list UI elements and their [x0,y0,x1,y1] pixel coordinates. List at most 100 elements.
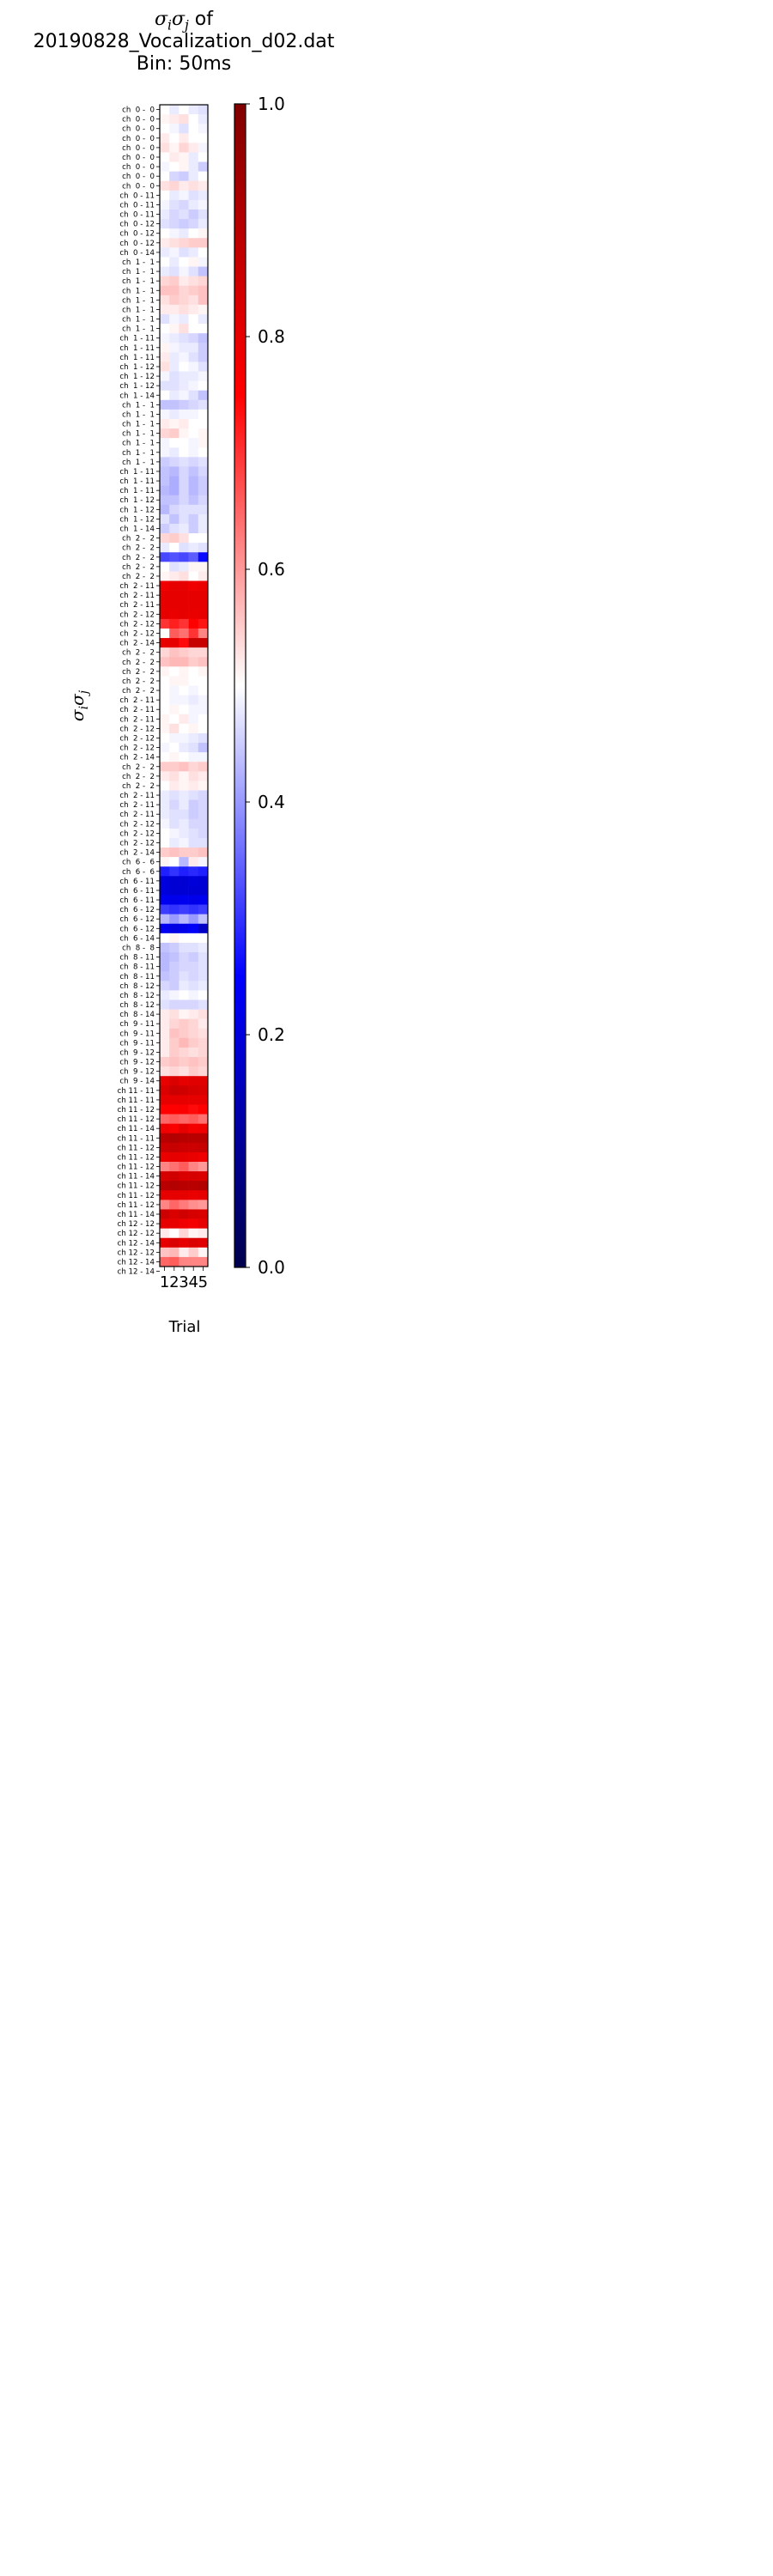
heatmap-cell [169,476,180,486]
y-tick-label: ch 2 - 12 [119,725,155,733]
heatmap-cell [169,695,180,705]
y-tick-label: ch 8 - 11 [119,973,155,981]
heatmap-cell [198,1218,209,1229]
heatmap-cell [198,1028,209,1039]
heatmap-cell [160,152,170,162]
heatmap-cell [169,1209,180,1219]
heatmap-cell [198,533,209,544]
heatmap-cell [160,533,170,544]
heatmap-cell [188,1237,199,1249]
heatmap-cell [179,1228,189,1239]
heatmap-cell [179,352,189,362]
heatmap-cell [188,828,199,839]
heatmap-cell [188,438,199,448]
heatmap-cell [188,1104,199,1115]
heatmap-cell [160,590,170,600]
heatmap-cell [188,371,199,381]
heatmap-cell [198,1181,209,1191]
y-tick-label: ch 11 - 14 [118,1125,155,1133]
heatmap-cell [160,876,170,886]
heatmap-cell [160,1047,170,1058]
y-tick-label: ch 1 - 1 [122,287,155,295]
heatmap-cell [179,609,189,620]
heatmap-cell [198,1171,209,1182]
heatmap-cell [188,238,199,248]
heatmap-cell [198,513,209,525]
heatmap-cell [179,152,189,162]
heatmap-cell [188,781,199,791]
heatmap-cell [160,1162,170,1172]
y-tick-label: ch 11 - 12 [118,1106,155,1115]
heatmap-cell [169,1142,180,1153]
heatmap-cell [160,837,170,848]
y-tick-label: ch 11 - 11 [118,1097,155,1105]
heatmap-cell [169,638,180,648]
heatmap-cell [179,190,189,201]
heatmap-cell [169,628,180,639]
heatmap-cell [169,590,180,600]
heatmap-cell [169,438,180,448]
y-tick-label: ch 1 - 1 [122,449,155,458]
heatmap-cell [179,580,189,591]
heatmap-cell [160,732,170,744]
heatmap-cell [188,818,199,829]
heatmap-cell [198,1066,209,1077]
heatmap-cell [188,361,199,372]
heatmap-cell [160,266,170,276]
heatmap-cell [198,304,209,315]
y-tick-label: ch 1 - 1 [122,268,155,276]
heatmap-cell [188,1228,199,1239]
heatmap-cell [188,1151,199,1163]
heatmap-cell [179,1133,189,1144]
heatmap-cell [160,390,170,401]
heatmap-cell [169,1247,180,1258]
heatmap-cell [160,685,170,696]
y-tick-label: ch 12 - 14 [118,1268,155,1277]
heatmap-cell [198,618,209,629]
heatmap-cell [198,1104,209,1115]
heatmap-cell [169,1095,180,1105]
heatmap-cell [160,1181,170,1191]
heatmap-cell [169,285,180,296]
heatmap-cell [169,1171,180,1182]
heatmap-cell [188,333,199,343]
heatmap-cell [160,1247,170,1258]
heatmap-cell [198,895,209,905]
y-tick-label: ch 0 - 0 [122,116,155,125]
heatmap-cell [169,180,180,191]
heatmap-cell [198,238,209,248]
heatmap-cell [160,1133,170,1144]
heatmap-cell [188,180,199,191]
heatmap-cell [179,133,189,143]
y-tick-label: ch 2 - 2 [122,563,155,572]
heatmap-cell [179,409,189,420]
heatmap-cell [169,837,180,848]
y-tick-label: ch 2 - 11 [119,801,155,810]
heatmap-cell [179,942,189,953]
y-tick-label: ch 1 - 1 [122,325,155,334]
heatmap-cell [160,352,170,362]
heatmap-cell [179,599,189,611]
heatmap-cell [169,533,180,544]
y-tick-label: ch 0 - 14 [119,249,155,258]
y-tick-label: ch 2 - 2 [122,535,155,544]
y-tick-label: ch 0 - 11 [119,211,155,220]
heatmap-cell [198,676,209,686]
heatmap-cell [198,180,209,191]
heatmap-cell [188,714,199,725]
y-tick-label: ch 6 - 11 [119,878,155,886]
heatmap-cell [160,285,170,296]
heatmap-cell [188,599,199,611]
heatmap-cell [198,295,209,306]
y-tick-label: ch 2 - 12 [119,820,155,829]
heatmap-cell [160,1085,170,1096]
heatmap-cell [188,457,199,467]
heatmap-cell [160,313,170,325]
heatmap-cell [179,219,189,229]
y-tick-label: ch 1 - 1 [122,401,155,410]
heatmap-cell [160,371,170,381]
heatmap-cell [179,1237,189,1249]
heatmap-cell [160,904,170,914]
heatmap-cell [160,209,170,220]
